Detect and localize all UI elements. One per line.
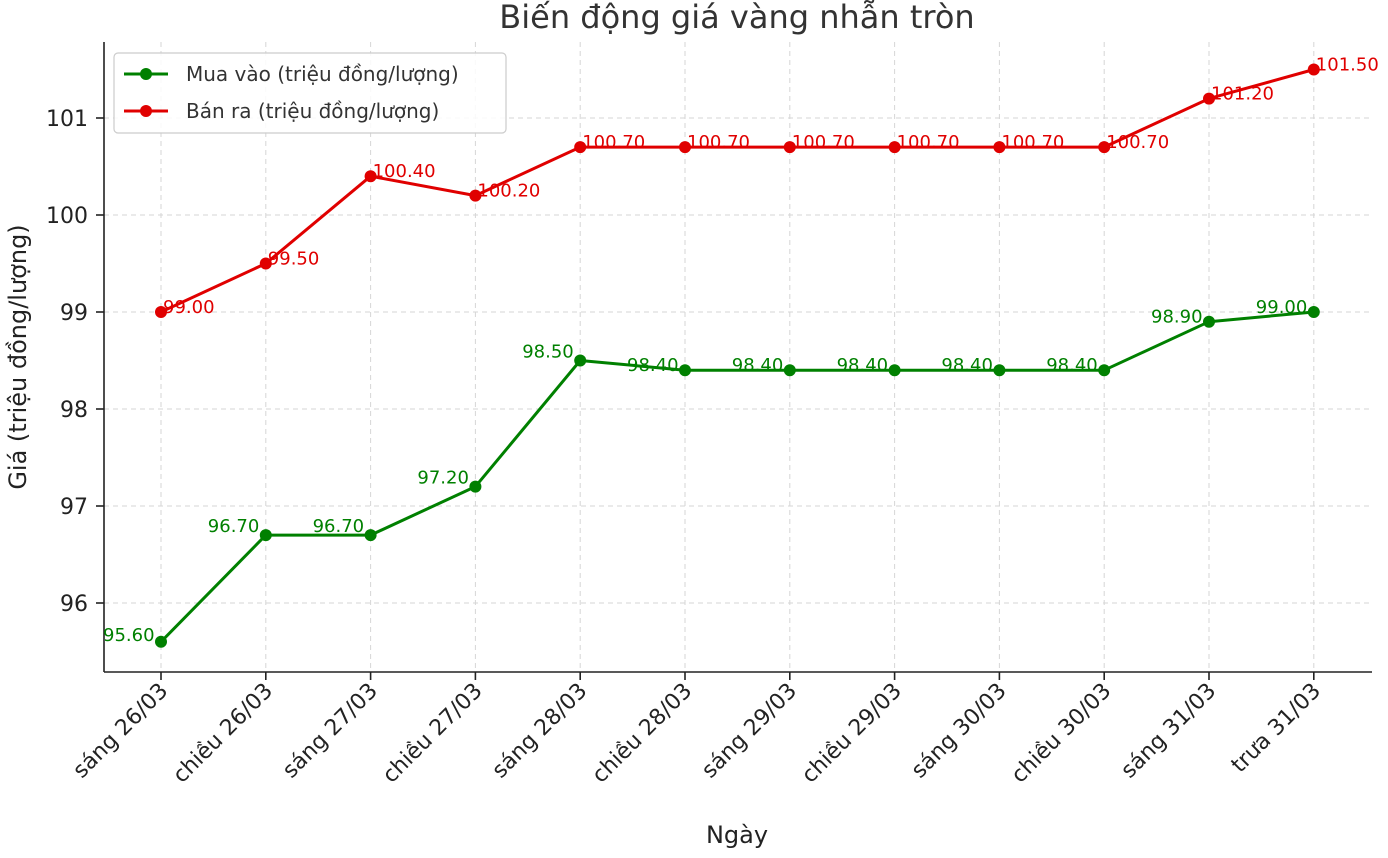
data-label: 100.40 — [373, 161, 436, 182]
grid — [104, 42, 1372, 672]
data-point — [1307, 63, 1320, 76]
data-label: 95.60 — [103, 625, 155, 646]
series-1: 99.00 99.50 100.40 100.20 100.70 100.70 100.70… — [155, 55, 1379, 318]
legend-box — [113, 52, 507, 134]
legend-label-mua-vao: Mua vào (triệu đồng/lượng) — [186, 62, 459, 86]
y-tick-label: 98 — [60, 398, 88, 423]
data-label: 100.20 — [477, 181, 540, 202]
series-0: 95.60 96.70 96.70 97.20 98.50 98.40 98.40 98.40… — [103, 297, 1320, 648]
data-point — [1307, 306, 1320, 318]
data-point — [783, 364, 796, 377]
data-label: 100.70 — [1106, 132, 1169, 153]
legend-marker-mua-vao — [140, 68, 152, 80]
y-tick-label: 100 — [46, 204, 88, 229]
data-label: 101.50 — [1316, 55, 1379, 76]
data-point — [888, 364, 901, 377]
data-label: 98.90 — [1151, 307, 1203, 328]
legend-marker-ban-ra — [140, 105, 152, 117]
axes — [103, 42, 1372, 673]
data-label: 99.00 — [1256, 297, 1308, 318]
y-tick-label: 96 — [60, 592, 88, 617]
data-point — [993, 364, 1006, 377]
series-line — [159, 310, 1314, 643]
data-label: 98.40 — [1046, 355, 1098, 376]
data-label: 98.40 — [837, 355, 889, 376]
data-label: 98.40 — [732, 355, 784, 376]
y-ticks: 96 97 98 99 100 101 — [46, 107, 104, 617]
data-label: 100.70 — [897, 132, 960, 153]
data-point — [1098, 364, 1111, 377]
data-point — [469, 189, 482, 202]
series: 95.60 96.70 96.70 97.20 98.50 98.40 98.40 98.40… — [103, 55, 1379, 648]
data-label: 97.20 — [417, 468, 469, 489]
data-point — [888, 141, 901, 154]
y-tick-label: 97 — [60, 495, 88, 520]
data-point — [1203, 315, 1215, 328]
y-tick-label: 99 — [60, 301, 88, 326]
legend-label-ban-ra: Bán ra (triệu đồng/lượng) — [186, 99, 439, 123]
series-line — [160, 68, 1315, 314]
data-point — [783, 141, 796, 154]
data-point — [155, 306, 167, 318]
data-point — [1098, 141, 1111, 154]
data-point — [993, 141, 1006, 154]
data-point — [679, 141, 691, 154]
data-point — [469, 480, 482, 493]
data-label: 98.50 — [522, 342, 574, 363]
data-label: 100.70 — [687, 132, 750, 153]
data-point — [259, 529, 272, 542]
data-point — [364, 529, 377, 542]
data-point — [259, 257, 272, 270]
data-point — [155, 635, 167, 648]
data-label: 96.70 — [313, 516, 365, 537]
data-point — [679, 364, 691, 377]
data-label: 96.70 — [208, 516, 260, 537]
data-label: 99.00 — [163, 297, 215, 318]
y-axis-label: Giá (triệu đồng/lượng) — [4, 224, 32, 489]
data-label: 101.20 — [1211, 84, 1274, 105]
data-point — [574, 354, 587, 367]
x-axis-label: Ngày — [706, 821, 768, 849]
data-label: 99.50 — [268, 249, 320, 270]
data-point — [574, 141, 587, 154]
data-label: 98.40 — [941, 355, 993, 376]
data-point — [1203, 92, 1215, 105]
chart-title: Biến động giá vàng nhẫn tròn — [499, 0, 974, 36]
legend: Mua vào (triệu đồng/lượng) Bán ra (triệu… — [113, 52, 507, 134]
data-point — [364, 170, 377, 183]
data-label: 98.40 — [627, 355, 679, 376]
y-tick-label: 101 — [46, 107, 88, 132]
data-label: 100.70 — [582, 132, 645, 153]
data-label: 100.70 — [1001, 132, 1064, 153]
data-label: 100.70 — [792, 132, 855, 153]
